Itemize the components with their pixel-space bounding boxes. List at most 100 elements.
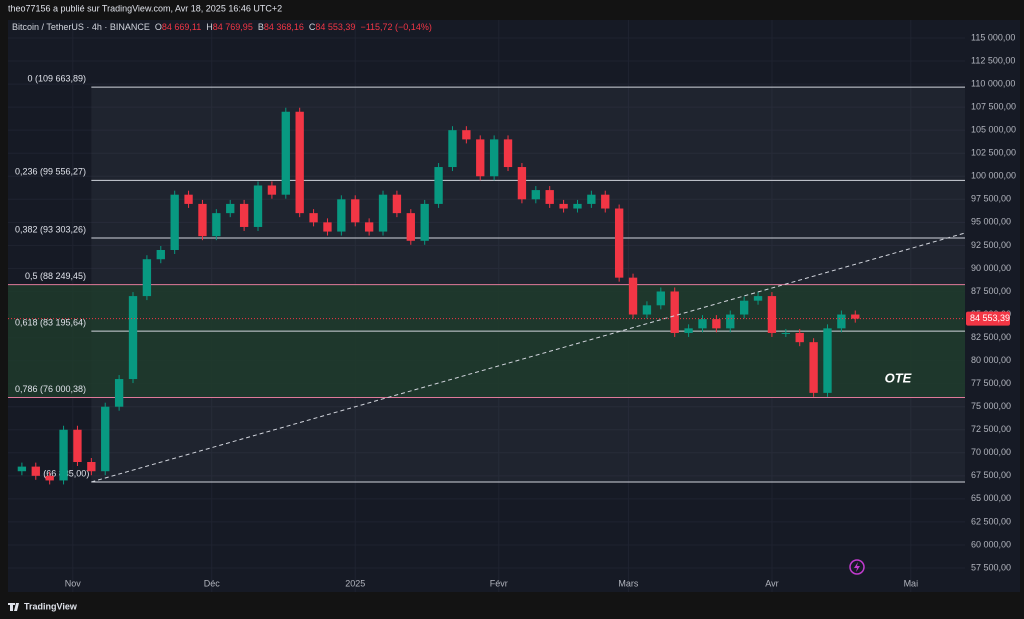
y-tick-label: 77 500,00 bbox=[971, 378, 1011, 388]
ohlc-key: B bbox=[258, 22, 264, 32]
candle bbox=[517, 167, 527, 200]
y-tick-label: 62 500,00 bbox=[971, 516, 1011, 526]
y-tick-label: 67 500,00 bbox=[971, 470, 1011, 480]
ote-label: OTE bbox=[885, 370, 912, 385]
y-tick-label: 82 500,00 bbox=[971, 332, 1011, 342]
fib-label: 0,5 (88 249,45) bbox=[25, 271, 86, 281]
price-axis-bg bbox=[965, 20, 1020, 592]
symbol-title: Bitcoin / TetherUS · 4h · BINANCE bbox=[12, 22, 150, 32]
ohlc-value: 84 669,11 bbox=[162, 22, 201, 32]
y-tick-label: 72 500,00 bbox=[971, 424, 1011, 434]
candle bbox=[406, 213, 415, 241]
y-tick-label: 75 000,00 bbox=[971, 401, 1011, 411]
candle bbox=[378, 194, 388, 232]
candle bbox=[239, 203, 249, 227]
candle bbox=[837, 314, 846, 329]
candle bbox=[767, 296, 777, 333]
ohlc-value: 84 368,16 bbox=[264, 22, 304, 32]
y-tick-label: 60 000,00 bbox=[971, 539, 1011, 549]
y-tick-label: 115 000,00 bbox=[971, 32, 1015, 42]
y-tick-label: 100 000,00 bbox=[971, 171, 1016, 181]
candle bbox=[614, 208, 624, 278]
candle bbox=[253, 185, 263, 227]
candle bbox=[295, 111, 304, 214]
candle bbox=[587, 194, 596, 204]
ohlc-key: H bbox=[206, 22, 213, 32]
candle bbox=[114, 379, 124, 407]
candle bbox=[795, 332, 804, 343]
candle bbox=[670, 291, 679, 333]
candle bbox=[392, 194, 402, 214]
publisher: theo77156 a publié sur TradingView.com, … bbox=[8, 3, 282, 13]
candle bbox=[351, 199, 360, 223]
x-tick-label: Déc bbox=[204, 578, 221, 588]
y-tick-label: 95 000,00 bbox=[971, 217, 1011, 227]
candle bbox=[712, 319, 721, 329]
y-tick-label: 70 000,00 bbox=[971, 447, 1011, 457]
candle bbox=[573, 203, 582, 209]
candle bbox=[809, 342, 818, 393]
y-tick-label: 112 500,00 bbox=[971, 55, 1015, 65]
y-tick-label: 87 500,00 bbox=[971, 286, 1011, 296]
candle bbox=[59, 429, 68, 481]
candle bbox=[309, 213, 318, 223]
fib-label: 0,236 (99 556,27) bbox=[15, 167, 86, 177]
candle bbox=[128, 296, 138, 380]
candle bbox=[781, 332, 790, 334]
candle bbox=[628, 277, 638, 315]
candle bbox=[476, 139, 485, 177]
ote-zone bbox=[8, 284, 965, 398]
y-tick-label: 107 500,00 bbox=[971, 102, 1016, 112]
x-tick-label: Avr bbox=[765, 578, 778, 588]
candle bbox=[198, 203, 207, 237]
candle bbox=[31, 466, 40, 476]
ohlc-value: 84 553,39 bbox=[315, 22, 355, 32]
candle bbox=[17, 466, 27, 472]
y-tick-label: 110 000,00 bbox=[971, 78, 1015, 88]
candle bbox=[226, 203, 235, 214]
candle bbox=[823, 328, 832, 393]
candle bbox=[184, 194, 193, 204]
x-tick-label: Févr bbox=[490, 578, 508, 588]
candle bbox=[323, 222, 332, 232]
y-tick-label: 105 000,00 bbox=[971, 125, 1016, 135]
candle bbox=[545, 190, 554, 204]
candle bbox=[420, 203, 429, 241]
candle bbox=[156, 249, 165, 260]
y-tick-label: 90 000,00 bbox=[971, 263, 1011, 273]
candle bbox=[73, 429, 82, 462]
x-tick-label: Mars bbox=[618, 578, 638, 588]
alert-icon[interactable] bbox=[849, 559, 865, 575]
candle bbox=[212, 213, 221, 237]
ohlc-key: O bbox=[155, 22, 162, 32]
fib-label: 0,382 (93 303,26) bbox=[15, 224, 86, 234]
y-tick-label: 102 500,00 bbox=[971, 148, 1016, 158]
candle bbox=[434, 167, 443, 204]
ohlc-value: 84 769,95 bbox=[213, 22, 253, 32]
candle bbox=[559, 203, 568, 209]
candle bbox=[101, 406, 110, 472]
y-tick-label: 80 000,00 bbox=[971, 355, 1011, 365]
x-tick-label: 2025 bbox=[345, 578, 365, 588]
candle bbox=[642, 305, 652, 315]
fib-label: 0,618 (83 195,64) bbox=[15, 318, 86, 328]
candle bbox=[267, 185, 277, 195]
ohlc-key: C bbox=[309, 22, 316, 32]
candle bbox=[45, 475, 54, 481]
candle bbox=[684, 328, 693, 333]
last-price-tag bbox=[966, 311, 1010, 326]
candle bbox=[462, 130, 471, 140]
candle bbox=[142, 259, 152, 297]
candle bbox=[87, 461, 96, 472]
candle bbox=[698, 319, 707, 329]
candle bbox=[656, 291, 665, 306]
fib-label: 0 (109 663,89) bbox=[27, 74, 86, 84]
candle bbox=[170, 194, 179, 250]
plot: 57 500,00 60 000,00 62 500,00 65 000,00 67 5… bbox=[8, 20, 1016, 592]
candle bbox=[448, 130, 457, 168]
candle bbox=[281, 111, 290, 195]
trendline bbox=[91, 232, 966, 483]
brand-logo bbox=[8, 603, 19, 611]
y-tick-label: 92 500,00 bbox=[971, 240, 1011, 250]
